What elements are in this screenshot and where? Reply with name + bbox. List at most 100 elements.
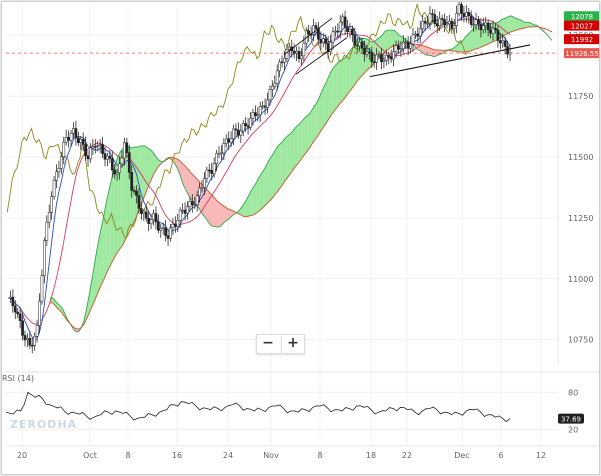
candle-body: [506, 46, 509, 55]
cloud-segment: [96, 240, 99, 298]
candle-body: [67, 137, 70, 141]
candle-body: [275, 70, 279, 84]
candle-body: [43, 240, 46, 276]
candle-body: [416, 33, 420, 37]
cloud-segment: [280, 141, 283, 188]
candle-body: [224, 138, 228, 144]
candle-body: [45, 221, 49, 241]
rsi-tick-label: 20: [568, 426, 578, 435]
cloud-segment: [183, 164, 186, 191]
candle-body: [258, 106, 262, 116]
cloud-segment: [113, 163, 116, 261]
price-label-bg: [564, 11, 599, 22]
candle-body: [13, 305, 17, 313]
candle-body: [237, 129, 240, 136]
price-label-text: 11992: [571, 36, 593, 44]
cloud-segment: [518, 19, 521, 30]
candle-body: [486, 22, 490, 31]
candle-body: [372, 61, 376, 64]
candle-body: [428, 13, 432, 24]
cloud-segment: [193, 175, 196, 205]
candle-body: [173, 223, 177, 227]
candle-body: [178, 210, 182, 221]
candle-body: [205, 169, 209, 179]
time-tick-label: 22: [402, 451, 412, 460]
candle-body: [181, 209, 184, 212]
candle-body: [433, 14, 437, 24]
time-tick-label: 20: [17, 451, 27, 460]
candle-body: [190, 201, 194, 206]
cloud-segment: [319, 91, 322, 134]
time-tick-label: 24: [223, 451, 233, 460]
cloud-segment: [251, 186, 254, 216]
candle-body: [120, 157, 124, 164]
candle-body: [443, 19, 446, 26]
candle-body: [404, 41, 408, 44]
candle-body: [200, 186, 204, 189]
cloud-segment: [469, 30, 472, 52]
candle-body: [324, 38, 328, 44]
cloud-segment: [311, 106, 315, 145]
candle-body: [166, 235, 170, 239]
candle-body: [118, 163, 121, 173]
candle-body: [103, 153, 107, 160]
indicator-lines: [6, 2, 558, 341]
candle-body: [203, 178, 206, 188]
time-tick-label: Oct: [83, 451, 97, 460]
candle-body: [159, 228, 163, 231]
candle-body: [135, 190, 138, 196]
candle-body: [62, 141, 66, 157]
cloud-segment: [467, 32, 470, 52]
cloud-segment: [149, 149, 152, 184]
cloud-segment: [260, 170, 264, 210]
cloud-segment: [503, 18, 506, 36]
kijun-sen-line: [7, 18, 511, 325]
cloud-segment: [365, 38, 368, 72]
price-tick-label: 10750: [568, 336, 593, 345]
zoom-out-button[interactable]: −: [262, 335, 274, 351]
cloud-segment: [421, 44, 424, 54]
price-axis: 1075011000112501150011750120001207812027…: [557, 6, 599, 364]
candle-body: [455, 13, 458, 26]
candle-body: [23, 335, 27, 341]
cloud-segment: [134, 146, 138, 220]
cloud-segment: [309, 110, 312, 148]
candle-body: [137, 195, 141, 209]
rsi-tick-label: 80: [568, 388, 578, 397]
candle-body: [263, 105, 267, 108]
cloud-segment: [222, 204, 225, 225]
price-label-tag: 11926.55: [564, 48, 599, 58]
candle-body: [295, 51, 298, 54]
price-label-text: 11926.55: [565, 50, 598, 58]
cloud-segment: [108, 183, 111, 270]
cloud-segment: [474, 25, 477, 50]
candle-body: [241, 123, 245, 132]
candle-body: [426, 22, 429, 25]
candle-body: [74, 128, 78, 139]
candle-body: [346, 27, 349, 33]
zoom-controls: − +: [256, 334, 305, 354]
cloud-segment: [321, 86, 325, 130]
cloud-segment: [525, 22, 528, 28]
cloud-segment: [471, 27, 475, 51]
cloud-segment: [190, 172, 194, 203]
time-tick-label: Dec: [454, 451, 469, 460]
cloud-segment: [389, 30, 392, 49]
candle-body: [193, 204, 197, 206]
candle-body: [47, 212, 51, 223]
time-tick-label: Nov: [263, 451, 279, 460]
zoom-in-button[interactable]: +: [281, 335, 304, 353]
candle-body: [501, 40, 505, 44]
candle-body: [341, 16, 345, 23]
cloud-segment: [304, 115, 308, 155]
price-tick-label: 11500: [568, 153, 593, 162]
candle-body: [244, 123, 248, 127]
candle-body: [421, 20, 425, 30]
candle-body: [401, 42, 405, 50]
price-label-bg: [564, 20, 599, 31]
cloud-segment: [246, 195, 249, 217]
cloud-segment: [527, 22, 531, 28]
candle-body: [414, 33, 417, 36]
candle-body: [52, 180, 56, 197]
